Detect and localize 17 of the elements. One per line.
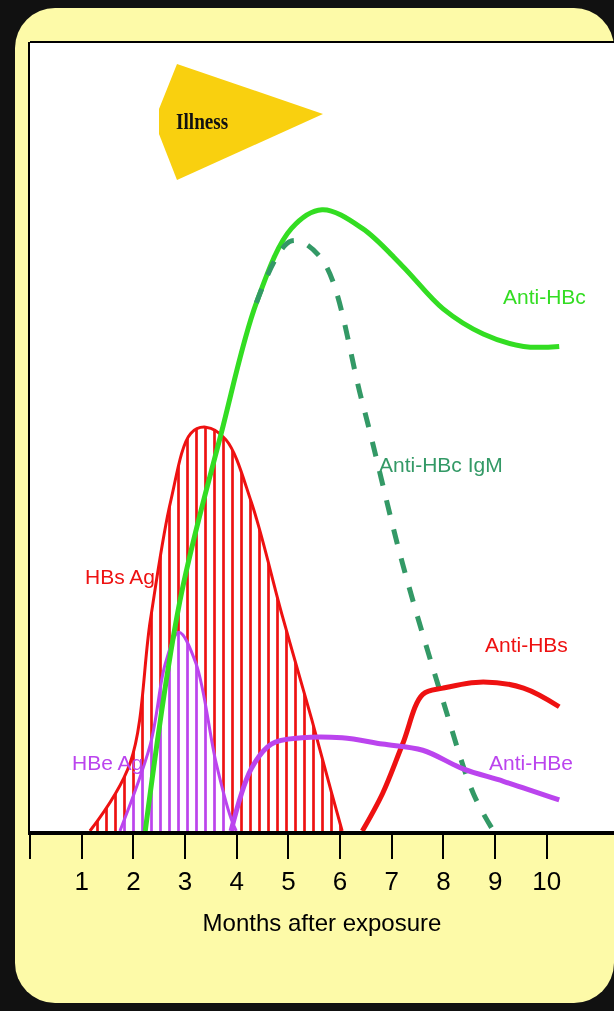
- x-axis-title: Months after exposure: [202, 909, 442, 936]
- series-label: Anti-HBc: [503, 285, 586, 308]
- x-tick-label: 3: [177, 866, 193, 897]
- x-tick-label: 6: [332, 866, 348, 897]
- x-tick-label: 8: [436, 866, 451, 897]
- x-tick-label: 5: [281, 866, 296, 897]
- x-tick-label: 2: [126, 866, 141, 897]
- x-tick-label: 7: [384, 866, 399, 897]
- x-tick-label: 10: [532, 866, 562, 897]
- series-label: Anti-HBe: [489, 751, 574, 774]
- series-label: Anti-HBc IgM: [379, 453, 503, 476]
- x-tick-label: 1: [74, 866, 89, 897]
- series-label: Anti-HBs: [485, 633, 568, 656]
- text: Illness: [176, 108, 229, 135]
- x-tick-label: 4: [229, 866, 244, 897]
- series-label: HBs Ag: [85, 565, 156, 588]
- x-tick-label: 9: [487, 866, 503, 897]
